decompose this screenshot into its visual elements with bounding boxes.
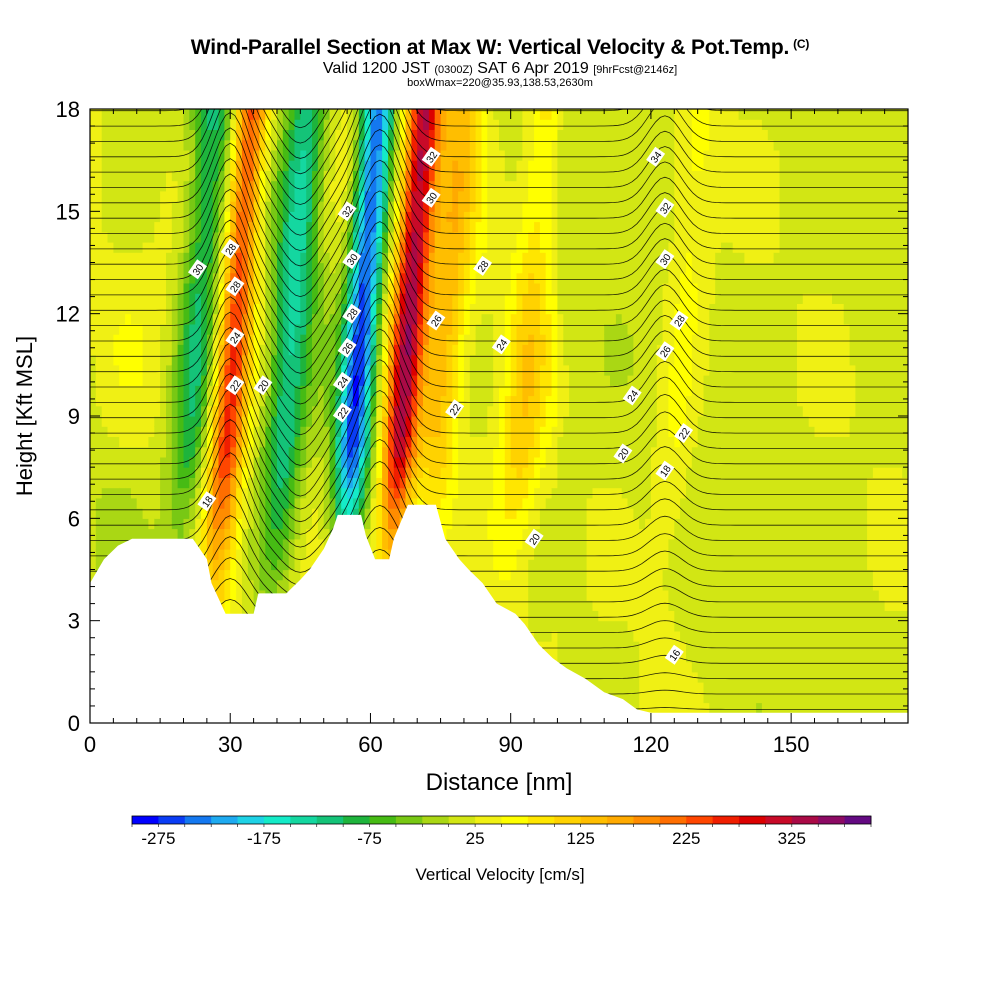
colorbar-swatch (527, 816, 555, 824)
colorbar-swatch (554, 816, 582, 824)
colorbar-swatch (237, 816, 265, 824)
isentrope-label: 22 (332, 402, 352, 423)
isentrope-label: 22 (225, 375, 245, 396)
isentrope-label: 28 (473, 255, 493, 276)
y-tick-label: 6 (68, 506, 80, 531)
forecast-info: [9hrFcst@2146z] (593, 64, 678, 76)
valid-date: SAT 6 Apr 2019 (477, 60, 589, 77)
colorbar-tick-label: -175 (247, 829, 281, 848)
chart-subtitle: Valid 1200 JST (0300Z) SAT 6 Apr 2019 [9… (0, 60, 1000, 78)
colorbar-swatch (184, 816, 212, 824)
chart-title: Wind-Parallel Section at Max W: Vertical… (0, 36, 1000, 60)
isentrope-label: 30 (655, 249, 675, 270)
x-tick-label: 120 (633, 732, 670, 757)
axes: 0 30 60 90 120 150 0 3 6 9 12 15 18 (56, 97, 909, 757)
y-axis-label: Height [Kft MSL] (12, 336, 37, 496)
terrain (90, 504, 908, 723)
colorbar-tick-label: 25 (466, 829, 485, 848)
y-tick-label: 12 (56, 302, 80, 327)
isentrope-label: 20 (253, 375, 273, 396)
colorbar-swatch (395, 816, 423, 824)
colorbar-swatch (369, 816, 397, 824)
y-tick-label: 18 (56, 97, 80, 122)
isentrope-label: 24 (332, 371, 352, 392)
y-tick-label: 0 (68, 711, 80, 736)
colorbar-label: Vertical Velocity [cm/s] (415, 865, 584, 884)
colorbar: -275 -175 -75 25 125 225 325 (131, 815, 872, 848)
colorbar-tick-label: 225 (672, 829, 700, 848)
x-tick-label: 0 (84, 732, 96, 757)
terrain-fill (90, 504, 908, 723)
colorbar-swatch (791, 816, 819, 824)
x-tick-label: 90 (498, 732, 522, 757)
colorbar-swatch (765, 816, 793, 824)
isentrope-labels: 30 28 28 24 22 20 18 32 30 28 26 24 22 32 30 28 26 24 22 20… (187, 146, 694, 665)
colorbar-swatch (290, 816, 318, 824)
colorbar-swatch (422, 816, 450, 824)
isentrope-label: 32 (421, 146, 441, 167)
colorbar-swatch (501, 816, 529, 824)
isentrope-label: 20 (524, 528, 544, 549)
y-tick-label: 15 (56, 199, 80, 224)
isentrope-label: 26 (655, 341, 675, 362)
box-info: boxWmax=220@35.93,138.53,2630m (407, 77, 593, 89)
colorbar-swatch (818, 816, 845, 824)
colorbar-swatch (686, 816, 714, 824)
valid-time: Valid 1200 JST (322, 60, 430, 77)
isentrope-label: 30 (342, 249, 362, 270)
x-axis-label: Distance [nm] (426, 769, 573, 796)
isentrope-label: 34 (646, 146, 666, 167)
colorbar-swatch (475, 816, 502, 824)
colorbar-swatch (132, 816, 159, 824)
colorbar-swatch (607, 816, 634, 824)
isentrope-label: 28 (342, 303, 362, 324)
isentrope-label: 30 (187, 259, 208, 280)
colorbar-swatch (659, 816, 687, 824)
colorbar-swatch (844, 816, 872, 824)
colorbar-swatch (316, 816, 344, 824)
colorbar-tick-label: -75 (357, 829, 382, 848)
isentrope-label: 20 (613, 443, 633, 464)
isentrope-label: 32 (337, 201, 357, 222)
colorbar-tick-label: 325 (778, 829, 806, 848)
chart-title-text: Wind-Parallel Section at Max W: Vertical… (190, 36, 790, 59)
isentrope-label: 28 (225, 276, 245, 297)
colorbar-swatch (263, 816, 291, 824)
colorbar-swatch (739, 816, 766, 824)
isentrope-label: 22 (674, 423, 694, 444)
y-tick-label: 9 (68, 404, 80, 429)
isentrope-label: 16 (664, 644, 684, 665)
isentrope-label: 18 (197, 491, 217, 512)
copyright-mark: (C) (793, 37, 810, 51)
colorbar-swatch (343, 816, 370, 824)
valid-utc: (0300Z) (434, 64, 473, 76)
isentrope-label: 24 (622, 385, 642, 406)
colorbar-swatch (211, 816, 238, 824)
x-tick-label: 60 (358, 732, 382, 757)
x-tick-label: 150 (773, 732, 810, 757)
isentrope-label: 30 (421, 187, 441, 208)
colorbar-swatch (580, 816, 608, 824)
isentrope-label: 26 (426, 310, 446, 331)
colorbar-swatch (448, 816, 476, 824)
isentrope-label: 28 (220, 238, 240, 259)
colorbar-swatch (712, 816, 740, 824)
isentrope-label: 28 (669, 310, 689, 331)
colorbar-swatch (158, 816, 186, 824)
colorbar-tick-label: 125 (567, 829, 595, 848)
isentrope-label: 22 (445, 399, 465, 420)
colorbar-tick-label: -275 (141, 829, 175, 848)
isentrope-label: 24 (491, 334, 511, 355)
x-tick-label: 30 (218, 732, 242, 757)
isentrope-label: 18 (655, 460, 675, 481)
colorbar-swatch (633, 816, 661, 824)
isentrope-label: 24 (225, 327, 245, 348)
isentrope-label: 32 (655, 197, 675, 218)
isentrope-label: 26 (337, 337, 357, 358)
y-tick-label: 3 (68, 609, 80, 634)
